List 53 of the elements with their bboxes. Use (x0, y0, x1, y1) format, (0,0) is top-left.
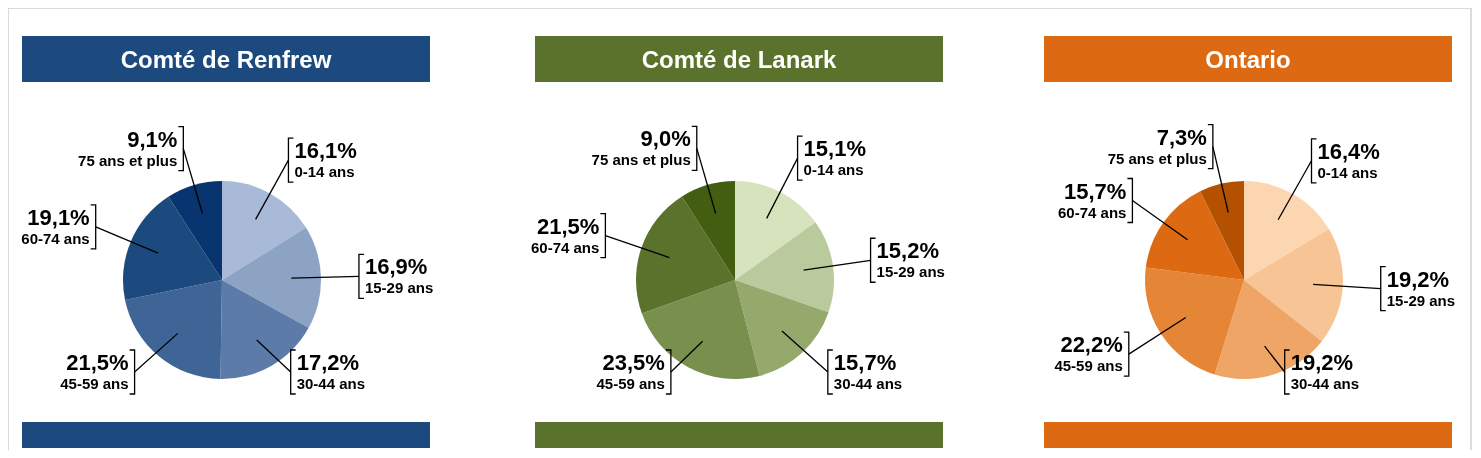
pie-slice (1244, 229, 1343, 342)
data-label: 21,5% (537, 213, 600, 239)
slice-label: 75 ans et plus (1107, 149, 1207, 167)
pie-slice (735, 222, 834, 313)
data-label: 19,1% (27, 204, 90, 230)
slice-label: 60-74 ans (531, 238, 600, 256)
pie-slice (636, 196, 735, 314)
data-label: 17,2% (296, 350, 360, 375)
slice-label: 75 ans et plus (78, 151, 178, 169)
pie-slice (1145, 191, 1244, 280)
pie-slice (222, 227, 321, 328)
slice-label: 0-14 ans (1317, 163, 1378, 181)
slice-label: 45-59 ans (1054, 357, 1123, 375)
data-label: 15,7% (1064, 178, 1127, 204)
data-label: 16,9% (364, 254, 428, 280)
slice-label: 0-14 ans (803, 161, 864, 179)
pie-slice (681, 181, 735, 280)
slice-label: 30-44 ans (833, 375, 903, 392)
pie-slice (1145, 267, 1244, 375)
slice-label: 60-74 ans (1058, 203, 1127, 221)
data-label: 15,2% (876, 238, 939, 264)
pie-slice (168, 181, 222, 280)
data-label: 16,4% (1317, 138, 1380, 164)
slice-label: 30-44 ans (296, 375, 366, 392)
data-label: 9,1% (127, 126, 178, 152)
pie-slice (1244, 181, 1329, 280)
slice-label: 45-59 ans (60, 375, 129, 392)
chart-title: Comté de Renfrew (120, 46, 332, 73)
data-label: 22,2% (1060, 332, 1123, 358)
slice-label: 15-29 ans (876, 263, 945, 281)
slice-label: 30-44 ans (1290, 375, 1360, 392)
slice-label: 75 ans et plus (591, 151, 691, 169)
slice-label: 15-29 ans (364, 279, 434, 297)
slice-label: 0-14 ans (294, 163, 355, 181)
pie-slice (123, 196, 222, 300)
data-label: 23,5% (602, 350, 665, 375)
pie-slice (1200, 181, 1244, 280)
data-label: 15,7% (833, 350, 897, 375)
pie-slice (222, 181, 306, 280)
slice-label: 45-59 ans (596, 375, 665, 392)
data-label: 16,1% (294, 138, 357, 164)
data-label: 7,3% (1156, 124, 1207, 150)
slice-label: 15-29 ans (1386, 291, 1456, 309)
chart-title: Ontario (1205, 46, 1291, 73)
slice-label: 60-74 ans (21, 229, 90, 247)
data-label: 15,1% (803, 136, 866, 162)
pie-slice (735, 280, 829, 376)
data-label: 21,5% (66, 350, 129, 375)
data-label: 19,2% (1386, 266, 1450, 292)
data-label: 9,0% (640, 126, 691, 152)
data-label: 19,2% (1290, 350, 1354, 375)
pie-slice (735, 181, 816, 280)
chart-title: Comté de Lanark (641, 46, 838, 73)
